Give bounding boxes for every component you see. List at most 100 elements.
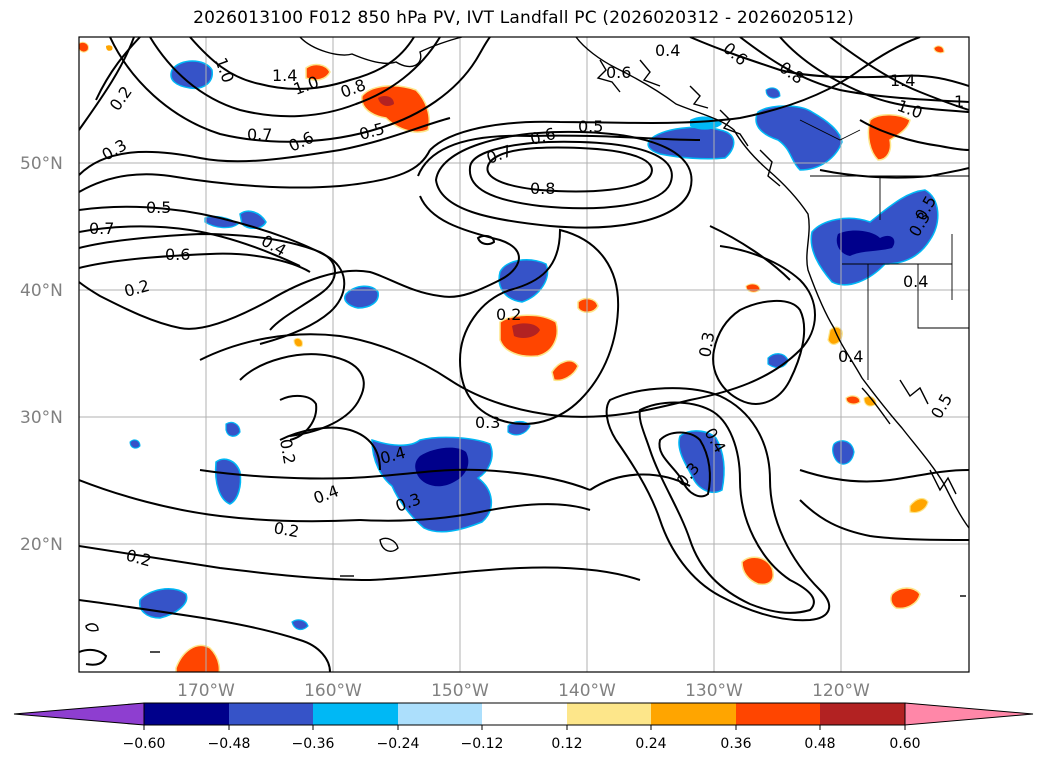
- contour-label: 0.2: [124, 546, 154, 571]
- latitude-labels: 50°N 40°N 30°N 20°N: [20, 154, 63, 555]
- contour-label: 0.8: [776, 58, 808, 88]
- contour-label: 1.4: [272, 66, 297, 85]
- colorbar-tick-label: −0.36: [292, 736, 335, 752]
- negative-field: [678, 430, 725, 494]
- negative-field: [291, 619, 309, 631]
- negative-field: [836, 230, 895, 256]
- contour-label: 0.2: [122, 276, 152, 301]
- positive-anomaly-fields: [79, 41, 945, 672]
- lon-label: 160°W: [304, 681, 362, 701]
- contour-label: 0.3: [695, 330, 718, 358]
- contour-label: 0.6: [719, 39, 751, 70]
- contour-label: 0.8: [530, 179, 555, 198]
- contour-label: 0.6: [528, 124, 558, 149]
- positive-field: [512, 323, 540, 338]
- colorbar-tick-label: 0.36: [720, 736, 751, 752]
- colorbar-segment: [736, 703, 820, 725]
- contour-label: 0.7: [247, 125, 272, 144]
- colorbar-segment: [482, 703, 567, 725]
- contour-label: 0.4: [655, 41, 680, 60]
- contour-label: 0.2: [496, 305, 521, 324]
- lon-label: 140°W: [558, 681, 616, 701]
- colorbar-segment: [144, 703, 229, 725]
- positive-field: [577, 297, 599, 313]
- colorbar-extend-min: [13, 702, 145, 726]
- lat-label: 40°N: [20, 281, 63, 301]
- positive-field: [361, 84, 430, 133]
- colorbar-segment: [313, 703, 398, 725]
- positive-field: [867, 114, 911, 161]
- colorbar-tick-label: 0.48: [804, 736, 835, 752]
- pv-contours: [79, 37, 969, 672]
- lat-label: 30°N: [20, 408, 63, 428]
- negative-field: [832, 440, 855, 465]
- negative-field: [498, 259, 549, 303]
- positive-field: [551, 360, 579, 382]
- positive-field: [175, 644, 221, 672]
- positive-field: [378, 96, 394, 106]
- positive-field: [890, 587, 921, 610]
- contour-label: 0.2: [276, 437, 299, 465]
- lon-label: 130°W: [685, 681, 743, 701]
- colorbar-segment: [229, 703, 313, 725]
- colorbar: −0.60 −0.48 −0.36 −0.24 −0.12 0.12 0.24 …: [13, 702, 1034, 752]
- contour-label: 0.4: [903, 272, 928, 291]
- lat-label: 50°N: [20, 154, 63, 174]
- colorbar-segment: [398, 703, 482, 725]
- lon-label: 120°W: [812, 681, 870, 701]
- colorbar-segment: [651, 703, 736, 725]
- colorbar-tick-label: −0.60: [123, 736, 166, 752]
- contour-label: 0.4: [258, 231, 290, 260]
- lon-label: 170°W: [177, 681, 235, 701]
- contour-label: 0.2: [106, 83, 136, 115]
- positive-field: [827, 326, 843, 345]
- map-title: 2026013100 F012 850 hPa PV, IVT Landfall…: [193, 8, 854, 28]
- contour-label: 0.7: [89, 219, 114, 238]
- negative-anomaly-fields: [129, 60, 939, 631]
- colorbar-extend-max: [904, 702, 1034, 726]
- negative-field: [214, 458, 242, 505]
- positive-field: [106, 45, 113, 51]
- colorbar-tick-label: −0.12: [461, 736, 504, 752]
- colorbar-tick-label: −0.48: [208, 736, 251, 752]
- colorbar-segment: [820, 703, 905, 725]
- positive-field: [909, 497, 929, 514]
- positive-field: [933, 45, 945, 54]
- contour-label: 0.2: [272, 518, 300, 541]
- contour-label: 0.6: [606, 63, 631, 82]
- negative-field: [225, 421, 241, 437]
- contour-label: 0.5: [146, 198, 171, 217]
- state-borders: [799, 119, 969, 380]
- contour-label: 0.4: [311, 481, 341, 508]
- map-frame: [78, 36, 970, 673]
- negative-field: [690, 116, 722, 130]
- positive-field: [741, 556, 774, 586]
- lon-label: 150°W: [431, 681, 489, 701]
- coastlines: [85, 37, 969, 653]
- longitude-labels: 170°W 160°W 150°W 140°W 130°W 120°W: [177, 681, 870, 701]
- contour-label: 1: [954, 92, 964, 111]
- lat-label: 20°N: [20, 535, 63, 555]
- negative-field: [767, 353, 789, 369]
- negative-field: [415, 447, 469, 487]
- negative-field: [765, 87, 781, 99]
- contour-label: 0.4: [838, 347, 863, 366]
- negative-field: [647, 126, 735, 160]
- negative-field: [239, 210, 267, 229]
- colorbar-segment: [567, 703, 651, 725]
- negative-field: [170, 60, 213, 90]
- colorbar-tick-label: 0.12: [551, 736, 582, 752]
- contour-label: 0.6: [165, 245, 190, 264]
- contour-label: 1.0: [211, 55, 238, 85]
- negative-field: [129, 439, 141, 449]
- colorbar-tick-label: −0.24: [377, 736, 420, 752]
- contour-label: 0.6: [286, 128, 317, 156]
- colorbar-tick-label: 0.60: [889, 736, 920, 752]
- contour-label: 0.3: [475, 413, 500, 432]
- negative-field: [755, 105, 843, 171]
- positive-field: [845, 395, 861, 405]
- negative-field: [344, 285, 379, 309]
- positive-field: [745, 283, 761, 293]
- colorbar-tick-label: 0.24: [635, 736, 666, 752]
